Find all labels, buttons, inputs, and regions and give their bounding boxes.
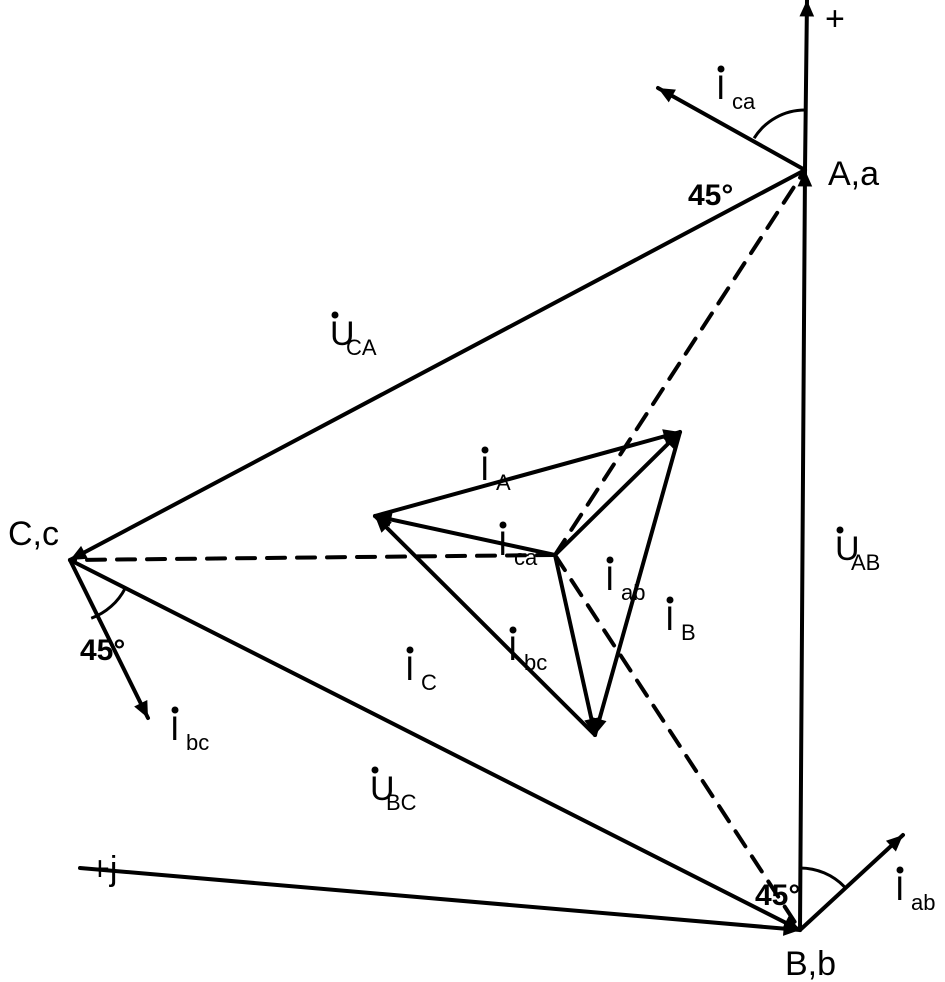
svg-text:B,b: B,b bbox=[785, 945, 836, 982]
svg-text:+j: +j bbox=[90, 850, 117, 888]
svg-text:A: A bbox=[496, 470, 511, 495]
svg-text:ca: ca bbox=[514, 545, 538, 570]
phasor-diagram: ++jA,aB,bC,c45°45°45°UABUBCUCAIcaIbcIabI… bbox=[0, 0, 945, 982]
svg-text:BC: BC bbox=[386, 790, 417, 815]
svg-text:I: I bbox=[480, 450, 489, 488]
svg-text:bc: bc bbox=[524, 650, 547, 675]
svg-text:45°: 45° bbox=[80, 634, 125, 667]
svg-text:I: I bbox=[605, 560, 614, 598]
svg-text:bc: bc bbox=[186, 730, 209, 755]
svg-text:I: I bbox=[895, 870, 904, 908]
svg-text:I: I bbox=[508, 630, 517, 668]
svg-text:ab: ab bbox=[911, 890, 935, 915]
svg-text:ab: ab bbox=[621, 580, 645, 605]
svg-text:C: C bbox=[421, 670, 437, 695]
svg-text:I: I bbox=[716, 69, 725, 107]
svg-text:ca: ca bbox=[732, 89, 756, 114]
svg-text:C,c: C,c bbox=[8, 515, 59, 553]
svg-text:45°: 45° bbox=[755, 879, 800, 912]
svg-text:I: I bbox=[665, 600, 674, 638]
svg-text:CA: CA bbox=[346, 335, 377, 360]
svg-text:I: I bbox=[170, 710, 179, 748]
svg-text:I: I bbox=[498, 525, 507, 563]
svg-text:A,a: A,a bbox=[828, 155, 879, 193]
svg-text:AB: AB bbox=[851, 550, 880, 575]
svg-text:I: I bbox=[405, 650, 414, 688]
svg-text:B: B bbox=[681, 620, 696, 645]
svg-text:45°: 45° bbox=[688, 179, 733, 212]
svg-text:+: + bbox=[825, 0, 845, 38]
